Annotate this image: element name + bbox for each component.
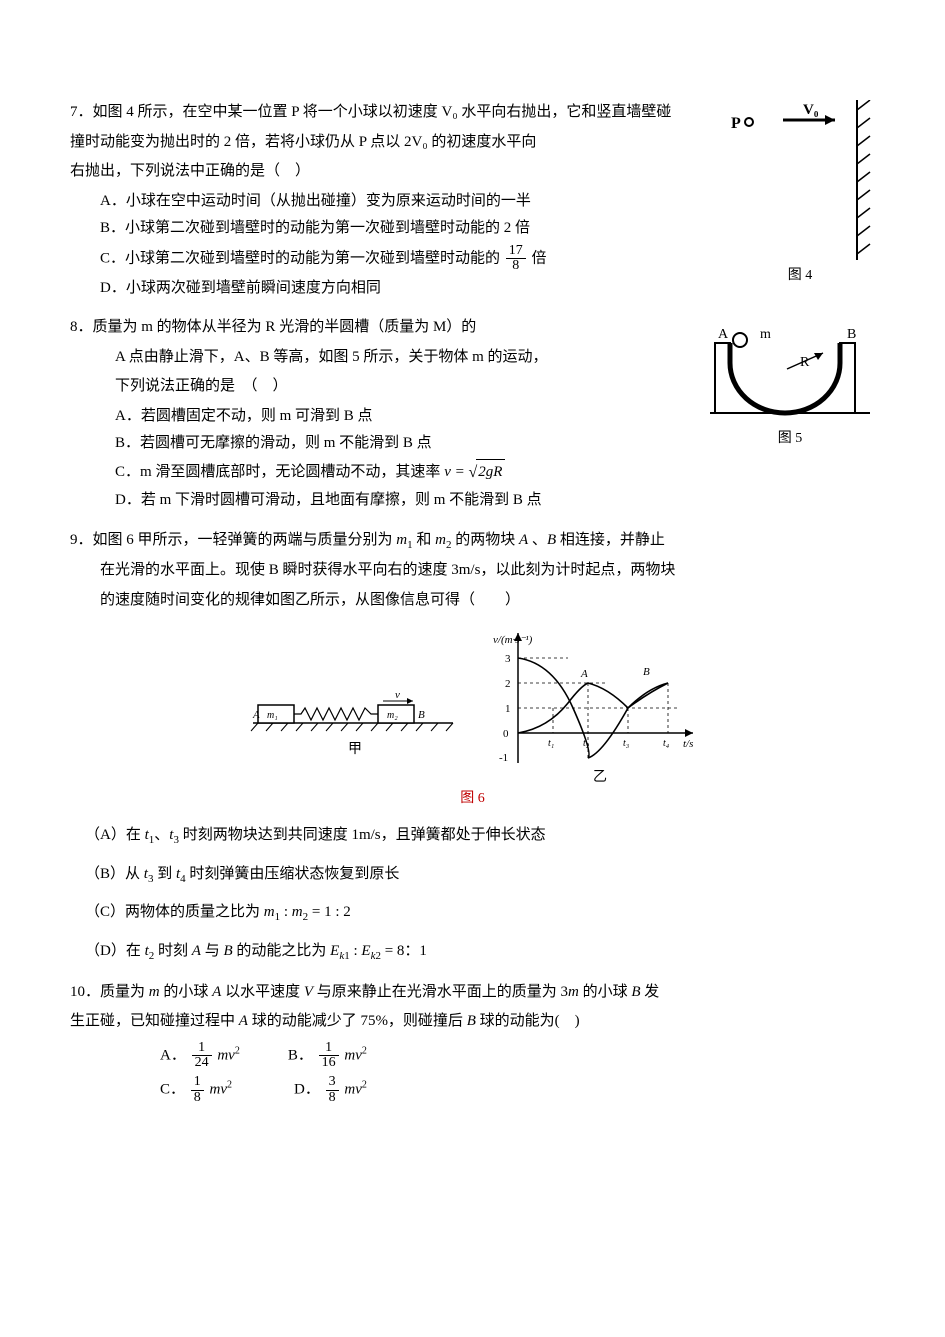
q10-d-label: D． bbox=[294, 1082, 320, 1098]
figure-4-caption: 图 4 bbox=[725, 264, 875, 288]
figure-5-svg: A m R B bbox=[705, 323, 875, 423]
fig6-right-caption: 乙 bbox=[593, 769, 607, 783]
figure-5-caption: 图 5 bbox=[705, 427, 875, 451]
q7-opt-a: A．小球在空中运动时间（从抛出碰撞）变为原来运动时间的一半 bbox=[100, 189, 705, 215]
graph-xlabel: t/s bbox=[683, 738, 693, 750]
svg-text:3: 3 bbox=[505, 653, 511, 665]
q7-opt-d: D．小球两次碰到墙壁前瞬间速度方向相同 bbox=[100, 276, 705, 302]
q7-opt-c: C．小球第二次碰到墙壁时的动能为第一次碰到墙壁时动能的 17 8 倍 bbox=[100, 244, 705, 274]
q10-b-label: B． bbox=[288, 1047, 313, 1063]
q9-number: 9． bbox=[70, 532, 93, 548]
q7-number: 7． bbox=[70, 104, 93, 120]
q10-c-num: 1 bbox=[191, 1075, 204, 1091]
q10-opt-c: C． 18 mv2 bbox=[160, 1075, 232, 1105]
q9-opt-c: （C）两物体的质量之比为 m1 : m2 = 1 : 2 bbox=[85, 900, 875, 927]
q10-opt-row-1: A． 124 mv2 B． 116 mv2 bbox=[130, 1039, 875, 1073]
q8-stem-3: 下列说法正确的是 （ ） bbox=[115, 374, 685, 400]
figure-6-caption: 图 6 bbox=[70, 787, 875, 811]
graph-series-a: A bbox=[580, 668, 588, 680]
q7-opt-c-frac: 17 8 bbox=[506, 244, 526, 274]
figure-4-label-p: P bbox=[731, 115, 741, 132]
fig6-label-m2: m₂ bbox=[387, 710, 398, 721]
q8-opt-c: C．m 滑至圆槽底部时，无论圆槽动不动，其速率 v = √2gR bbox=[115, 459, 685, 486]
q10-stem-1: 10．质量为 m 的小球 A 以水平速度 V 与原来静止在光滑水平面上的质量为 … bbox=[70, 980, 875, 1006]
q10-number: 10． bbox=[70, 984, 100, 1000]
svg-text:0: 0 bbox=[503, 728, 509, 740]
fig6-left-caption: 甲 bbox=[348, 742, 362, 757]
figure-5-label-a: A bbox=[718, 327, 729, 342]
q8-opt-b: B．若圆槽可无摩擦的滑动，则 m 不能滑到 B 点 bbox=[115, 431, 685, 457]
q10-opt-a: A． 124 mv2 bbox=[160, 1041, 240, 1071]
q10-b-num: 1 bbox=[319, 1041, 339, 1057]
q9-stem-3: 的速度随时间变化的规律如图乙所示，从图像信息可得（ ） bbox=[100, 588, 875, 614]
q8-number: 8． bbox=[70, 319, 93, 335]
q10-d-den: 8 bbox=[326, 1091, 339, 1106]
graph-t1: t₁ bbox=[548, 738, 554, 749]
figure-6-svg: A m₁ m₂ B v 甲 bbox=[243, 623, 703, 783]
q10-stem-2: 生正碰，已知碰撞过程中 A 球的动能减少了 75%，则碰撞后 B 球的动能为( … bbox=[70, 1009, 875, 1035]
q10-stem-l1: 质量为 m 的小球 A 以水平速度 V 与原来静止在光滑水平面上的质量为 3m … bbox=[100, 984, 659, 1000]
question-9: 9．如图 6 甲所示，一轻弹簧的两端与质量分别为 m1 和 m2 的两物块 A … bbox=[70, 528, 875, 966]
question-10: 10．质量为 m 的小球 A 以水平速度 V 与原来静止在光滑水平面上的质量为 … bbox=[70, 980, 875, 1108]
q7-opt-c-pre: C．小球第二次碰到墙壁时的动能为第一次碰到墙壁时动能的 bbox=[100, 250, 504, 266]
q10-opt-row-2: C． 18 mv2 D． 38 mv2 bbox=[130, 1073, 875, 1107]
graph-t4: t₄ bbox=[663, 738, 670, 749]
question-7: P V₀ 图 4 bbox=[70, 100, 875, 301]
q10-c-label: C． bbox=[160, 1082, 185, 1098]
figure-5-label-m: m bbox=[760, 327, 771, 342]
figure-5-label-r: R bbox=[800, 355, 810, 370]
q9-stem-2: 在光滑的水平面上。现使 B 瞬时获得水平向右的速度 3m/s，以此刻为计时起点，… bbox=[100, 558, 875, 584]
q9-opt-a: （A）在 t1、t3 时刻两物块达到共同速度 1m/s，且弹簧都处于伸长状态 bbox=[85, 823, 875, 850]
q10-c-den: 8 bbox=[191, 1091, 204, 1106]
fig6-label-B: B bbox=[418, 709, 425, 721]
q7-c-den: 8 bbox=[506, 259, 526, 274]
q7-opt-b: B．小球第二次碰到墙壁时的动能为第一次碰到墙壁时动能的 2 倍 bbox=[100, 216, 705, 242]
q7-opt-c-post: 倍 bbox=[532, 250, 547, 266]
graph-series-b: B bbox=[643, 666, 650, 678]
svg-text:1: 1 bbox=[505, 703, 511, 715]
svg-text:2: 2 bbox=[505, 678, 511, 690]
fig6-label-A: A bbox=[252, 709, 260, 721]
q9-stem-1: 9．如图 6 甲所示，一轻弹簧的两端与质量分别为 m1 和 m2 的两物块 A … bbox=[70, 528, 875, 555]
q8-opt-a: A．若圆槽固定不动，则 m 可滑到 B 点 bbox=[115, 404, 685, 430]
svg-text:-1: -1 bbox=[499, 752, 508, 764]
q10-b-den: 16 bbox=[319, 1056, 339, 1071]
q8-opt-c-pre: C．m 滑至圆槽底部时，无论圆槽动不动，其速率 bbox=[115, 464, 444, 480]
question-8: A m R B 图 5 8．质量为 m 的物体从半径为 R 光滑的半圆槽（质量为… bbox=[70, 315, 875, 513]
q10-a-den: 24 bbox=[192, 1056, 212, 1071]
figure-6: A m₁ m₂ B v 甲 bbox=[70, 623, 875, 811]
q10-a-num: 1 bbox=[192, 1041, 212, 1057]
q7-stem-l1: 如图 4 所示，在空中某一位置 P 将一个小球以初速度 V₀ 水平向右抛出，它和… bbox=[93, 104, 672, 120]
q9-opt-d: （D）在 t2 时刻 A 与 B 的动能之比为 Ek1 : Ek2 = 8：1 bbox=[85, 939, 875, 966]
figure-5: A m R B 图 5 bbox=[705, 323, 875, 451]
q10-d-num: 3 bbox=[326, 1075, 339, 1091]
q8-sqrt: 2gR bbox=[478, 464, 502, 480]
fig6-label-m1: m₁ bbox=[267, 710, 278, 721]
figure-4-svg: P V₀ bbox=[725, 100, 875, 260]
q9-opt-b: （B）从 t3 到 t4 时刻弹簧由压缩状态恢复到原长 bbox=[85, 862, 875, 889]
q10-opt-d: D． 38 mv2 bbox=[294, 1075, 367, 1105]
q8-opt-c-lhs: v = bbox=[444, 464, 465, 480]
figure-5-label-b: B bbox=[847, 327, 856, 342]
fig6-label-v: v bbox=[395, 689, 400, 701]
figure-4-label-v0: V₀ bbox=[803, 102, 819, 118]
q8-opt-d: D．若 m 下滑时圆槽可滑动，且地面有摩擦，则 m 不能滑到 B 点 bbox=[115, 488, 685, 514]
q10-a-label: A． bbox=[160, 1047, 186, 1063]
graph-t3: t₃ bbox=[623, 738, 630, 749]
q7-c-num: 17 bbox=[506, 244, 526, 260]
q8-stem-2: A 点由静止滑下，A、B 等高，如图 5 所示，关于物体 m 的运动， bbox=[115, 345, 685, 371]
graph-ylabel: v/(m·s⁻¹) bbox=[493, 634, 533, 646]
q9-stem-l1: 如图 6 甲所示，一轻弹簧的两端与质量分别为 m1 和 m2 的两物块 A 、B… bbox=[93, 532, 665, 548]
figure-4: P V₀ 图 4 bbox=[725, 100, 875, 288]
q10-opt-b: B． 116 mv2 bbox=[288, 1041, 367, 1071]
q8-stem-l1: 质量为 m 的物体从半径为 R 光滑的半圆槽（质量为 M）的 bbox=[93, 319, 477, 335]
